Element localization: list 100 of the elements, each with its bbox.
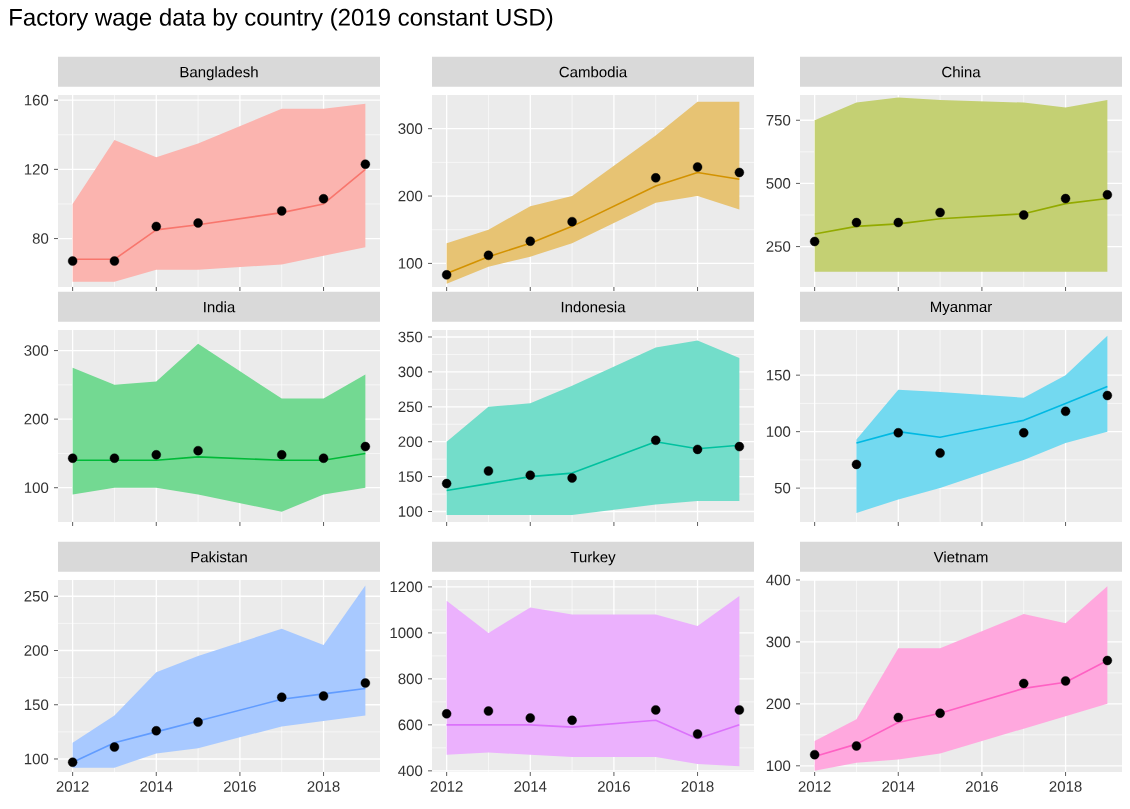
y-tick-label: 400 bbox=[766, 574, 791, 586]
point bbox=[360, 441, 371, 452]
point bbox=[1019, 678, 1029, 689]
point bbox=[1060, 193, 1071, 204]
point bbox=[935, 448, 945, 458]
point bbox=[651, 435, 661, 446]
point bbox=[67, 453, 78, 463]
point bbox=[651, 173, 661, 183]
x-tick-label: 2012 bbox=[798, 781, 831, 792]
y-tick-label: 100 bbox=[24, 753, 49, 765]
point bbox=[734, 705, 745, 715]
y-tick-label: 250 bbox=[766, 241, 791, 252]
point bbox=[851, 459, 862, 470]
point bbox=[651, 705, 661, 715]
point bbox=[525, 713, 535, 723]
x-tick-label: 2016 bbox=[597, 781, 630, 792]
x-tick-label: 2018 bbox=[681, 781, 714, 792]
point bbox=[525, 236, 535, 246]
point bbox=[277, 206, 287, 216]
point bbox=[151, 221, 161, 232]
y-tick-label: 150 bbox=[24, 699, 49, 711]
y-tick-label: 100 bbox=[766, 426, 791, 437]
point bbox=[318, 453, 329, 463]
point bbox=[692, 162, 703, 172]
point bbox=[483, 250, 494, 261]
point bbox=[851, 217, 862, 228]
point bbox=[151, 726, 161, 736]
point bbox=[1019, 428, 1029, 438]
y-tick-label: 150 bbox=[398, 471, 423, 482]
x-tick-label: 2012 bbox=[56, 781, 89, 792]
y-tick-label: 100 bbox=[398, 506, 423, 517]
chart-title: Bangladesh bbox=[180, 66, 258, 81]
x-tick-label: 2014 bbox=[882, 781, 915, 792]
chart-title: Turkey bbox=[570, 551, 616, 566]
x-tick-label: 2016 bbox=[223, 781, 256, 792]
y-tick-label: 160 bbox=[24, 94, 49, 106]
y-tick-label: 300 bbox=[398, 366, 423, 378]
point bbox=[935, 207, 945, 218]
x-tick-label: 2014 bbox=[140, 781, 173, 792]
y-tick-label: 500 bbox=[766, 178, 791, 189]
x-tick-label: 2018 bbox=[1049, 781, 1082, 792]
y-tick-label: 300 bbox=[24, 345, 49, 356]
point bbox=[483, 466, 494, 476]
y-tick-label: 80 bbox=[32, 233, 49, 244]
y-tick-label: 100 bbox=[24, 482, 49, 494]
y-tick-label: 200 bbox=[398, 190, 423, 202]
point bbox=[1060, 406, 1071, 417]
x-tick-label: 2016 bbox=[965, 781, 998, 792]
point bbox=[109, 742, 120, 752]
y-tick-label: 350 bbox=[398, 331, 423, 343]
chart-title: Indonesia bbox=[561, 301, 626, 313]
point bbox=[318, 691, 329, 701]
y-tick-label: 100 bbox=[398, 258, 423, 269]
chart-title: Myanmar bbox=[930, 301, 992, 316]
point bbox=[1102, 390, 1113, 401]
chart-title: Pakistan bbox=[191, 551, 247, 563]
point bbox=[1102, 190, 1113, 200]
y-tick-label: 100 bbox=[766, 760, 791, 772]
point bbox=[692, 444, 703, 455]
line-series bbox=[855, 385, 1109, 444]
point bbox=[809, 749, 820, 760]
point bbox=[734, 441, 745, 452]
point bbox=[851, 741, 862, 751]
y-tick-label: 120 bbox=[24, 164, 49, 175]
y-tick-label: 50 bbox=[774, 482, 791, 494]
y-tick-label: 400 bbox=[398, 765, 423, 777]
y-tick-label: 800 bbox=[398, 673, 423, 685]
point bbox=[567, 715, 577, 725]
point bbox=[277, 450, 287, 460]
point bbox=[151, 450, 161, 460]
y-tick-label: 200 bbox=[24, 413, 49, 425]
point bbox=[893, 217, 903, 228]
y-tick-label: 1200 bbox=[390, 581, 423, 593]
y-tick-label: 200 bbox=[766, 698, 791, 710]
point bbox=[483, 706, 494, 716]
x-tick-label: 2014 bbox=[514, 781, 547, 792]
point bbox=[1019, 210, 1029, 220]
point bbox=[193, 218, 203, 228]
point bbox=[67, 757, 78, 767]
y-tick-label: 200 bbox=[398, 436, 423, 448]
point bbox=[567, 216, 577, 227]
y-tick-label: 250 bbox=[24, 590, 49, 602]
point bbox=[935, 708, 945, 718]
y-tick-label: 750 bbox=[766, 114, 791, 126]
point bbox=[109, 256, 120, 266]
text: Factory wage data by country (2019 constant USD) bbox=[10, 8, 553, 31]
point bbox=[893, 712, 903, 723]
point bbox=[692, 729, 703, 739]
y-tick-label: 150 bbox=[766, 369, 791, 381]
point bbox=[893, 428, 903, 438]
chart-title: China bbox=[942, 66, 981, 78]
point bbox=[734, 167, 745, 178]
y-tick-label: 250 bbox=[398, 401, 423, 413]
point bbox=[1060, 676, 1071, 686]
y-tick-label: 200 bbox=[24, 645, 49, 656]
point bbox=[1102, 655, 1113, 666]
y-tick-label: 300 bbox=[398, 123, 423, 134]
point bbox=[441, 270, 452, 280]
point bbox=[525, 470, 535, 480]
y-tick-label: 600 bbox=[398, 719, 423, 731]
